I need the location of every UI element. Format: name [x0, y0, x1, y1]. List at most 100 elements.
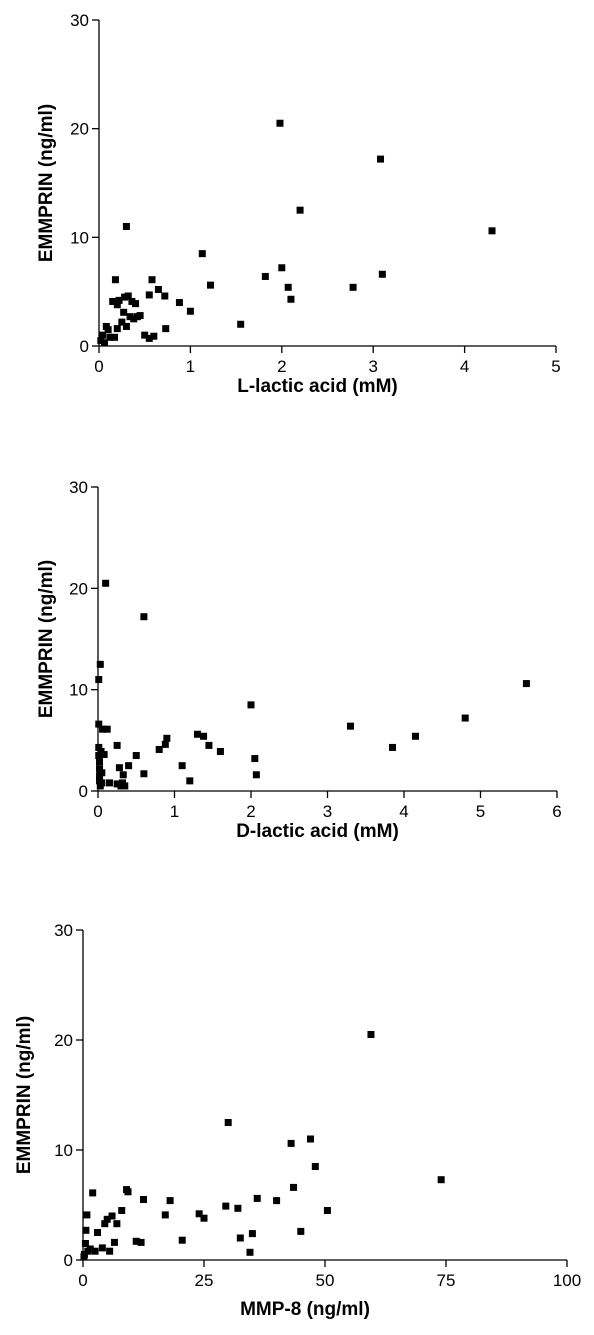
x-tick-label: 0: [93, 802, 102, 821]
data-point: [273, 1197, 281, 1205]
data-point: [155, 745, 163, 753]
data-point: [136, 312, 144, 320]
data-point: [111, 276, 119, 284]
data-point: [246, 1248, 254, 1256]
y-tick-label: 10: [54, 1141, 73, 1160]
data-point: [166, 1197, 174, 1205]
y-axis-title: EMMPRIN (ng/ml): [36, 560, 57, 718]
data-point: [437, 1176, 445, 1184]
data-point: [124, 1188, 132, 1196]
x-tick-label: 2: [277, 357, 286, 376]
y-tick-label: 20: [54, 1031, 73, 1050]
data-point: [378, 270, 386, 278]
data-point: [101, 1220, 109, 1228]
data-point: [99, 331, 107, 339]
data-point: [115, 296, 123, 304]
y-tick-label: 30: [70, 11, 89, 30]
data-point: [306, 1135, 314, 1143]
data-point: [161, 740, 169, 748]
data-point: [252, 771, 260, 779]
data-point: [109, 297, 117, 305]
y-tick-label: 0: [79, 782, 88, 801]
data-point: [89, 1189, 97, 1197]
scatter-panel-l-lactic-acid: 0 10 20 30 0 1 2 3 4 5 L-lactic acid (mM) EMMPRIN (…: [36, 11, 561, 397]
x-tick-label: 50: [316, 1271, 335, 1290]
data-point: [132, 752, 140, 760]
data-point: [278, 264, 286, 272]
data-point: [100, 339, 108, 347]
data-point: [461, 714, 469, 722]
x-axis-title: L-lactic acid (mM): [237, 376, 397, 397]
data-point: [287, 295, 295, 303]
x-axis-title: D-lactic acid (mM): [236, 821, 399, 842]
data-point: [121, 782, 129, 790]
x-tick-label: 5: [551, 357, 560, 376]
y-axis-title: EMMPRIN (ng/ml): [14, 1016, 35, 1174]
data-point: [130, 315, 138, 323]
data-point: [297, 1227, 305, 1235]
data-point: [284, 283, 292, 291]
y-tick-label: 10: [70, 228, 89, 247]
data-point: [96, 765, 104, 773]
data-point: [186, 307, 194, 315]
data-point: [349, 283, 357, 291]
data-point: [106, 333, 114, 341]
data-point: [104, 326, 112, 334]
x-tick-label: 6: [552, 802, 561, 821]
data-point: [195, 1210, 203, 1218]
data-point: [103, 725, 111, 733]
data-point: [96, 660, 104, 668]
x-tick-label: 0: [94, 357, 103, 376]
data-point: [118, 318, 126, 326]
data-point: [222, 1202, 230, 1210]
data-point: [145, 334, 153, 342]
data-point: [290, 1183, 298, 1191]
data-point: [95, 752, 103, 760]
x-axis-title: MMP-8 (ng/ml): [240, 1299, 370, 1320]
x-tick-label: 4: [460, 357, 469, 376]
data-point: [236, 1234, 244, 1242]
data-point: [86, 1245, 94, 1253]
data-point: [522, 680, 530, 688]
y-tick-label: 0: [80, 337, 89, 356]
data-point: [251, 755, 259, 763]
data-point: [113, 1220, 121, 1228]
x-tick-label: 3: [368, 357, 377, 376]
data-point: [276, 119, 284, 127]
data-point: [148, 276, 156, 284]
data-point: [205, 741, 213, 749]
data-point: [175, 299, 183, 307]
data-point: [193, 730, 201, 738]
data-point: [128, 297, 136, 305]
data-point: [99, 725, 107, 733]
data-point: [296, 206, 304, 214]
data-point: [118, 1207, 126, 1214]
data-point: [132, 1237, 140, 1245]
data-point: [81, 1240, 89, 1247]
data-point: [122, 222, 130, 230]
scatter-panel-d-lactic-acid: 0 10 20 30 0 1 2 3 4 5 6 D-lactic acid (mM) EMMPRIN …: [36, 478, 562, 842]
data-point: [198, 250, 206, 258]
data-point: [115, 764, 123, 772]
data-point: [207, 281, 215, 289]
data-point: [96, 758, 104, 766]
y-tick-label: 20: [70, 120, 89, 139]
data-point: [346, 722, 354, 730]
data-point: [124, 292, 132, 300]
data-point: [111, 333, 119, 341]
data-point: [161, 292, 169, 300]
y-tick-label: 0: [64, 1251, 73, 1270]
data-point: [287, 1139, 295, 1147]
data-point: [163, 734, 171, 742]
data-point: [150, 332, 158, 340]
data-point: [113, 301, 121, 309]
data-point: [377, 155, 385, 163]
x-tick-label: 3: [323, 802, 332, 821]
x-tick-label: 75: [437, 1271, 456, 1290]
data-point: [132, 300, 140, 308]
data-point: [224, 1119, 232, 1126]
x-tick-label: 0: [78, 1271, 87, 1290]
data-point: [234, 1204, 242, 1212]
x-tick-label: 1: [186, 357, 195, 376]
data-point: [106, 1247, 114, 1255]
